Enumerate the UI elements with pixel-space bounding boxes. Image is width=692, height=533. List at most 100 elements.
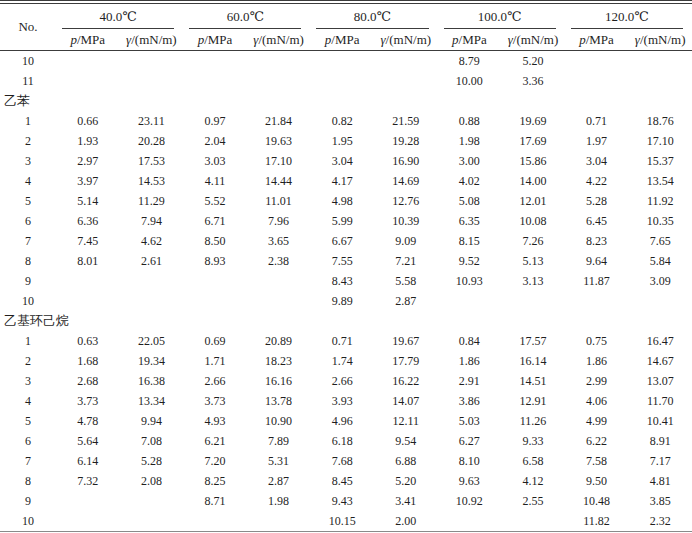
data-cell: 4.22: [565, 171, 629, 191]
data-cell: 0.69: [183, 331, 247, 351]
data-cell: 14.07: [374, 391, 438, 411]
data-cell: 18.76: [628, 111, 692, 131]
surface-tension-column-header: γ/(mN/m): [120, 29, 184, 51]
data-cell: [374, 71, 438, 91]
data-cell: 7.45: [56, 231, 120, 251]
data-cell: 4.98: [310, 191, 374, 211]
row-number: 5: [0, 411, 56, 431]
data-cell: 7.68: [310, 451, 374, 471]
data-cell: [628, 51, 692, 72]
data-cell: 0.75: [565, 331, 629, 351]
data-cell: 14.44: [247, 171, 311, 191]
data-cell: 10.92: [438, 491, 502, 511]
data-cell: 8.10: [438, 451, 502, 471]
data-cell: 9.89: [310, 291, 374, 311]
row-number: 6: [0, 211, 56, 231]
row-number: 8: [0, 471, 56, 491]
data-cell: 1.97: [565, 131, 629, 151]
data-cell: 3.73: [183, 391, 247, 411]
data-cell: 19.34: [120, 351, 184, 371]
row-number: 4: [0, 391, 56, 411]
data-cell: 7.20: [183, 451, 247, 471]
data-cell: 2.68: [56, 371, 120, 391]
data-cell: 1.74: [310, 351, 374, 371]
table-row: 54.789.944.9310.904.9612.115.0311.264.99…: [0, 411, 692, 431]
data-cell: 4.12: [501, 471, 565, 491]
row-number: 10: [0, 291, 56, 311]
data-cell: 3.04: [310, 151, 374, 171]
table-body: 108.795.201110.003.36乙苯10.6623.110.9721.…: [0, 51, 692, 532]
data-cell: 2.97: [56, 151, 120, 171]
data-cell: 7.32: [56, 471, 120, 491]
table-row: 1010.152.0011.822.32: [0, 511, 692, 532]
row-number: 7: [0, 451, 56, 471]
data-cell: 14.67: [628, 351, 692, 371]
data-cell: 4.99: [565, 411, 629, 431]
data-cell: 7.96: [247, 211, 311, 231]
data-cell: [56, 511, 120, 532]
data-cell: 1.98: [438, 131, 502, 151]
data-cell: 2.66: [183, 371, 247, 391]
data-cell: 3.09: [628, 271, 692, 291]
data-cell: 21.59: [374, 111, 438, 131]
row-number: 3: [0, 371, 56, 391]
data-cell: 11.29: [120, 191, 184, 211]
data-cell: [438, 291, 502, 311]
data-cell: 9.63: [438, 471, 502, 491]
data-cell: 6.71: [183, 211, 247, 231]
data-cell: [183, 511, 247, 532]
data-cell: 7.58: [565, 451, 629, 471]
data-cell: 12.11: [374, 411, 438, 431]
data-cell: 8.79: [438, 51, 502, 72]
data-cell: 20.89: [247, 331, 311, 351]
surface-tension-table: No. 40.0℃60.0℃80.0℃100.0℃120.0℃ p/MPaγ/(…: [0, 3, 692, 532]
data-cell: 3.65: [247, 231, 311, 251]
data-cell: [374, 51, 438, 72]
data-cell: [56, 51, 120, 72]
section-row: 乙基环己烷: [0, 311, 692, 331]
data-cell: 9.43: [310, 491, 374, 511]
data-cell: [183, 51, 247, 72]
data-cell: 15.37: [628, 151, 692, 171]
data-cell: 17.53: [120, 151, 184, 171]
data-cell: [56, 491, 120, 511]
data-cell: [565, 71, 629, 91]
data-cell: [501, 291, 565, 311]
data-cell: 3.03: [183, 151, 247, 171]
row-number: 9: [0, 271, 56, 291]
data-cell: 7.21: [374, 251, 438, 271]
data-cell: 10.93: [438, 271, 502, 291]
temp-header-5: 120.0℃: [565, 4, 692, 30]
temp-header-label: 100.0℃: [444, 4, 556, 29]
data-cell: 7.17: [628, 451, 692, 471]
data-cell: 20.28: [120, 131, 184, 151]
data-cell: 6.18: [310, 431, 374, 451]
table-row: 108.795.20: [0, 51, 692, 72]
data-cell: 1.71: [183, 351, 247, 371]
temp-header-2: 60.0℃: [183, 4, 310, 30]
row-number: 1: [0, 111, 56, 131]
row-number: 8: [0, 251, 56, 271]
table-row: 1110.003.36: [0, 71, 692, 91]
pressure-column-header: p/MPa: [565, 29, 629, 51]
row-number: 6: [0, 431, 56, 451]
data-cell: 11.70: [628, 391, 692, 411]
data-cell: 10.41: [628, 411, 692, 431]
data-cell: [565, 51, 629, 72]
data-cell: 6.45: [565, 211, 629, 231]
data-cell: 7.65: [628, 231, 692, 251]
data-cell: 11.82: [565, 511, 629, 532]
data-cell: 9.64: [565, 251, 629, 271]
data-cell: 7.08: [120, 431, 184, 451]
data-cell: 5.03: [438, 411, 502, 431]
data-cell: 4.96: [310, 411, 374, 431]
data-cell: 4.11: [183, 171, 247, 191]
data-cell: 8.43: [310, 271, 374, 291]
data-cell: 5.14: [56, 191, 120, 211]
row-number: 5: [0, 191, 56, 211]
data-cell: 10.35: [628, 211, 692, 231]
sub-header-row: p/MPaγ/(mN/m)p/MPaγ/(mN/m)p/MPaγ/(mN/m)p…: [0, 29, 692, 51]
data-cell: 2.00: [374, 511, 438, 532]
data-cell: 3.86: [438, 391, 502, 411]
data-cell: 3.85: [628, 491, 692, 511]
